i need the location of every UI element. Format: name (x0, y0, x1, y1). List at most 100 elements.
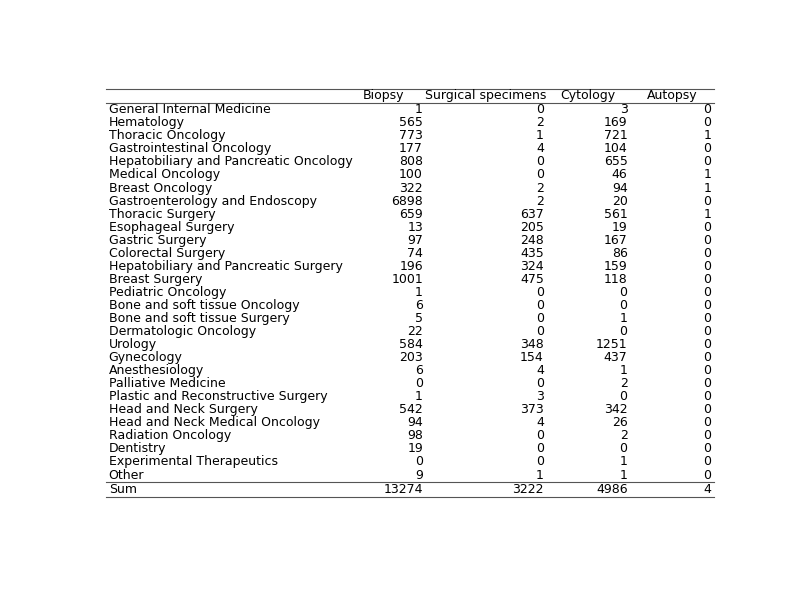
Text: Palliative Medicine: Palliative Medicine (109, 377, 226, 390)
Text: 0: 0 (703, 338, 711, 351)
Text: 342: 342 (604, 404, 628, 416)
Text: 1: 1 (536, 129, 544, 142)
Text: 0: 0 (536, 312, 544, 325)
Text: 324: 324 (520, 260, 544, 273)
Text: 0: 0 (536, 169, 544, 182)
Text: 1: 1 (703, 208, 711, 221)
Text: 0: 0 (703, 416, 711, 430)
Text: 0: 0 (620, 286, 628, 299)
Text: 0: 0 (703, 286, 711, 299)
Text: Sum: Sum (109, 483, 137, 496)
Text: 584: 584 (399, 338, 423, 351)
Text: Thoracic Surgery: Thoracic Surgery (109, 208, 215, 221)
Text: 542: 542 (399, 404, 423, 416)
Text: 0: 0 (703, 260, 711, 273)
Text: Gastrointestinal Oncology: Gastrointestinal Oncology (109, 142, 271, 155)
Text: Experimental Therapeutics: Experimental Therapeutics (109, 456, 278, 468)
Text: 20: 20 (612, 195, 628, 208)
Text: 475: 475 (520, 273, 544, 286)
Text: 0: 0 (415, 456, 423, 468)
Text: 0: 0 (536, 299, 544, 312)
Text: 4: 4 (536, 416, 544, 430)
Text: Surgical specimens: Surgical specimens (426, 89, 546, 102)
Text: 100: 100 (399, 169, 423, 182)
Text: Esophageal Surgery: Esophageal Surgery (109, 221, 234, 234)
Text: Bone and soft tissue Oncology: Bone and soft tissue Oncology (109, 299, 299, 312)
Text: 0: 0 (536, 456, 544, 468)
Text: 0: 0 (620, 390, 628, 404)
Text: 0: 0 (536, 286, 544, 299)
Text: 0: 0 (620, 442, 628, 456)
Text: Plastic and Reconstructive Surgery: Plastic and Reconstructive Surgery (109, 390, 327, 404)
Text: 1: 1 (620, 364, 628, 377)
Text: Urology: Urology (109, 338, 157, 351)
Text: Hematology: Hematology (109, 116, 185, 129)
Text: 6: 6 (415, 299, 423, 312)
Text: 13: 13 (407, 221, 423, 234)
Text: 13274: 13274 (383, 483, 423, 496)
Text: 0: 0 (703, 142, 711, 155)
Text: 1: 1 (415, 103, 423, 116)
Text: 203: 203 (399, 351, 423, 364)
Text: 2: 2 (536, 116, 544, 129)
Text: 0: 0 (703, 390, 711, 404)
Text: Autopsy: Autopsy (646, 89, 698, 102)
Text: 437: 437 (604, 351, 628, 364)
Text: 19: 19 (612, 221, 628, 234)
Text: 2: 2 (620, 377, 628, 390)
Text: Hepatobiliary and Pancreatic Oncology: Hepatobiliary and Pancreatic Oncology (109, 155, 353, 168)
Text: 98: 98 (407, 430, 423, 442)
Text: 159: 159 (604, 260, 628, 273)
Text: Gynecology: Gynecology (109, 351, 182, 364)
Text: 0: 0 (703, 103, 711, 116)
Text: 19: 19 (407, 442, 423, 456)
Text: 4986: 4986 (596, 483, 628, 496)
Text: 154: 154 (520, 351, 544, 364)
Text: 0: 0 (703, 351, 711, 364)
Text: 0: 0 (620, 325, 628, 338)
Text: 1: 1 (620, 312, 628, 325)
Text: 177: 177 (399, 142, 423, 155)
Text: Head and Neck Medical Oncology: Head and Neck Medical Oncology (109, 416, 320, 430)
Text: 348: 348 (520, 338, 544, 351)
Text: 0: 0 (703, 234, 711, 247)
Text: Medical Oncology: Medical Oncology (109, 169, 220, 182)
Text: Bone and soft tissue Surgery: Bone and soft tissue Surgery (109, 312, 290, 325)
Text: 46: 46 (612, 169, 628, 182)
Text: 205: 205 (520, 221, 544, 234)
Text: 561: 561 (604, 208, 628, 221)
Text: 3222: 3222 (513, 483, 544, 496)
Text: 0: 0 (703, 247, 711, 260)
Text: Breast Surgery: Breast Surgery (109, 273, 202, 286)
Text: 0: 0 (703, 377, 711, 390)
Text: 167: 167 (604, 234, 628, 247)
Text: 637: 637 (520, 208, 544, 221)
Text: 5: 5 (415, 312, 423, 325)
Text: 0: 0 (703, 116, 711, 129)
Text: 169: 169 (604, 116, 628, 129)
Text: Radiation Oncology: Radiation Oncology (109, 430, 231, 442)
Text: 196: 196 (399, 260, 423, 273)
Text: 4: 4 (536, 142, 544, 155)
Text: 2: 2 (620, 430, 628, 442)
Text: 22: 22 (407, 325, 423, 338)
Text: 1: 1 (703, 129, 711, 142)
Text: 0: 0 (536, 325, 544, 338)
Text: 6898: 6898 (391, 195, 423, 208)
Text: 0: 0 (536, 442, 544, 456)
Text: 74: 74 (407, 247, 423, 260)
Text: 1: 1 (415, 390, 423, 404)
Text: 322: 322 (399, 182, 423, 195)
Text: 1: 1 (703, 182, 711, 195)
Text: General Internal Medicine: General Internal Medicine (109, 103, 270, 116)
Text: Dermatologic Oncology: Dermatologic Oncology (109, 325, 256, 338)
Text: 3: 3 (536, 390, 544, 404)
Text: 94: 94 (407, 416, 423, 430)
Text: 94: 94 (612, 182, 628, 195)
Text: 0: 0 (536, 103, 544, 116)
Text: 0: 0 (703, 155, 711, 168)
Text: Anesthesiology: Anesthesiology (109, 364, 204, 377)
Text: Breast Oncology: Breast Oncology (109, 182, 212, 195)
Text: 1: 1 (620, 468, 628, 482)
Text: 6: 6 (415, 364, 423, 377)
